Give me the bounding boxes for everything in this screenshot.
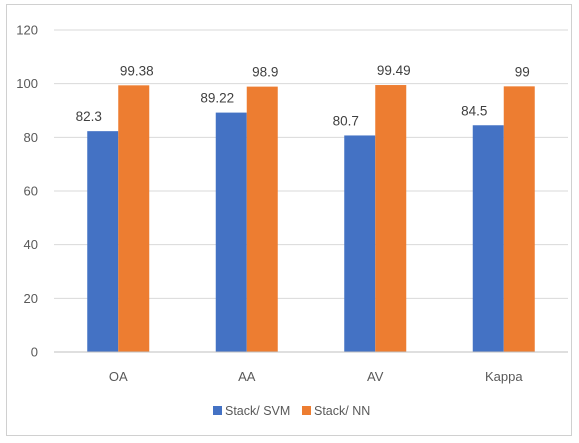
data-label-stack-svm-av: 80.7: [333, 113, 359, 128]
data-label-stack-svm-aa: 89.22: [200, 91, 234, 106]
legend-swatch-stack-nn: [302, 406, 311, 415]
y-tick-label-120: 120: [16, 23, 38, 38]
bar-stack-svm-aa: [215, 112, 247, 352]
y-tick-label-20: 20: [24, 291, 38, 306]
bar-stack-nn-av: [375, 85, 407, 353]
data-label-stack-svm-oa: 82.3: [76, 109, 102, 124]
bar-stack-svm-av: [344, 135, 376, 352]
bar-stack-svm-oa: [87, 131, 119, 352]
data-label-stack-nn-kappa: 99: [515, 64, 530, 79]
x-tick-label-av: AV: [367, 369, 384, 384]
x-tick-label-kappa: Kappa: [485, 369, 523, 384]
x-tick-label-aa: AA: [238, 369, 256, 384]
y-tick-label-100: 100: [16, 76, 38, 91]
x-axis: OA AA AV Kappa: [54, 351, 568, 384]
y-tick-label-40: 40: [24, 237, 38, 252]
bar-stack-nn-aa: [246, 86, 278, 352]
y-tick-label-0: 0: [31, 345, 38, 360]
data-label-stack-nn-oa: 99.38: [120, 63, 154, 78]
y-tick-label-60: 60: [24, 184, 38, 199]
data-label-stack-svm-kappa: 84.5: [461, 103, 487, 118]
bar-stack-nn-kappa: [503, 86, 535, 352]
data-labels: 82.3 99.38 89.22 98.9 80.7 99.49 84.5 99: [76, 63, 530, 128]
y-axis-ticks: 0 20 40 60 80 100 120: [16, 23, 38, 360]
legend-label-stack-nn: Stack/ NN: [314, 404, 370, 418]
legend-swatch-stack-svm: [213, 406, 222, 415]
bars: [87, 85, 535, 353]
legend-label-stack-svm: Stack/ SVM: [225, 404, 290, 418]
legend: Stack/ SVM Stack/ NN: [213, 404, 370, 418]
bar-stack-nn-oa: [118, 85, 150, 353]
bar-stack-svm-kappa: [472, 125, 504, 352]
data-label-stack-nn-aa: 98.9: [252, 65, 278, 80]
x-tick-label-oa: OA: [109, 369, 128, 384]
y-tick-label-80: 80: [24, 130, 38, 145]
data-label-stack-nn-av: 99.49: [377, 63, 411, 78]
